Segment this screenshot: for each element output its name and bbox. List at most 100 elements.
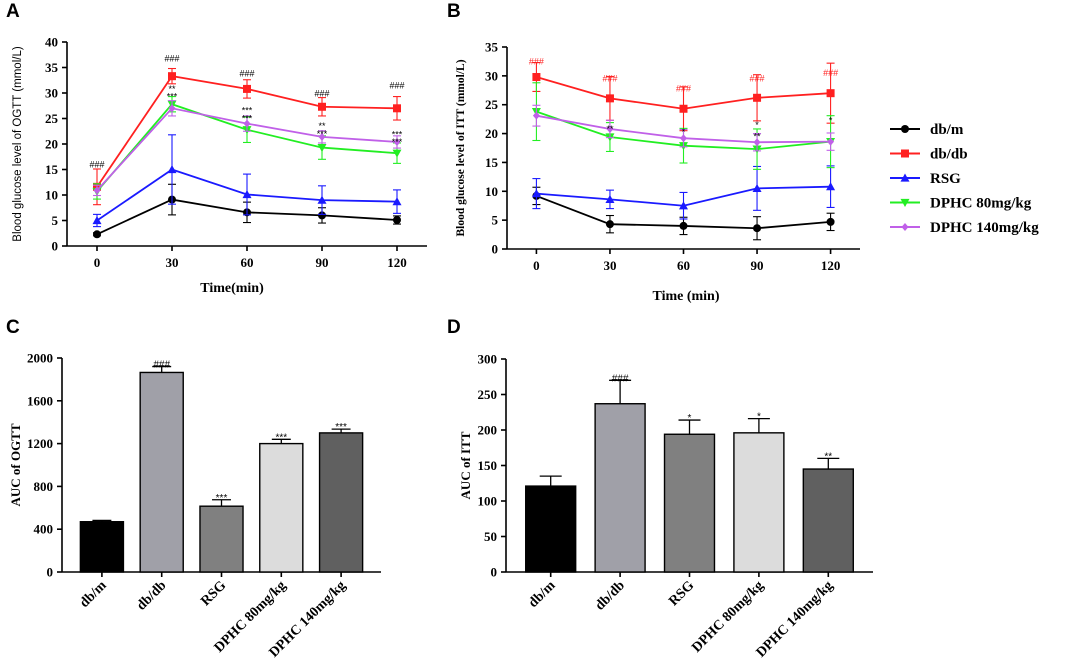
- x-axis-title: Time (min): [652, 289, 719, 304]
- bar: [594, 403, 646, 573]
- y-tick-label: 35: [485, 40, 499, 55]
- x-tick-label: DPHC 140mg/kg: [754, 578, 836, 660]
- y-tick-label: 10: [485, 184, 498, 199]
- data-point: [605, 94, 614, 103]
- data-point: [392, 197, 402, 206]
- legend-marker: [900, 173, 910, 182]
- data-point: [242, 189, 252, 199]
- bar-group-rsg: *: [663, 413, 716, 573]
- significance-mark: **: [754, 131, 762, 141]
- x-tick-label: 60: [241, 255, 254, 270]
- panel-a-ogtt-line-chart: A 0 5 10 15 20 25 30 35 40 0 30 60 90 120 Time(min) Bloo…: [6, 1, 427, 296]
- y-tick-label: 30: [45, 86, 58, 101]
- y-tick-label: 50: [484, 529, 497, 544]
- data-point: [827, 137, 835, 146]
- y-tick-label: 0: [491, 565, 498, 580]
- significance-mark: ***: [392, 137, 403, 147]
- significance-mark: ###: [164, 53, 179, 63]
- y-tick-label: 15: [45, 162, 59, 177]
- data-point: [92, 216, 102, 225]
- x-tick-label: 90: [316, 255, 329, 270]
- significance-mark: **: [606, 124, 614, 134]
- data-point: [605, 194, 615, 203]
- data-point: [826, 182, 836, 191]
- x-tick-label: RSG: [198, 578, 229, 609]
- legend-marker: [901, 223, 909, 231]
- y-tick-label: 100: [478, 494, 498, 509]
- y-tick-label: 25: [45, 111, 59, 126]
- significance-mark: *: [829, 115, 833, 125]
- x-tick-label: 90: [751, 258, 764, 273]
- data-point: [679, 104, 688, 113]
- legend-item-dphc-140mg-kg: DPHC 140mg/kg: [890, 220, 1039, 236]
- x-tick-label: DPHC 80mg/kg: [689, 578, 766, 655]
- significance-mark: ***: [242, 105, 253, 115]
- significance-mark: *: [682, 127, 686, 137]
- data-point: [753, 93, 762, 102]
- significance-mark: ***: [275, 432, 287, 443]
- x-tick-label: db/db: [134, 578, 170, 614]
- x-tick-label: db/db: [593, 578, 629, 614]
- y-axis-title: AUC of ITT: [458, 431, 473, 499]
- panel-letter: A: [6, 1, 20, 22]
- x-tick-label: 60: [677, 258, 690, 273]
- data-point: [318, 211, 326, 220]
- significance-mark: *: [688, 413, 692, 424]
- legend-marker: [900, 198, 910, 207]
- panel-letter: B: [447, 1, 461, 22]
- significance-mark: **: [318, 121, 326, 131]
- data-point: [752, 183, 762, 192]
- y-tick-label: 800: [34, 479, 54, 494]
- data-point: [243, 84, 251, 93]
- data-point: [93, 186, 101, 195]
- significance-mark: ***: [216, 493, 228, 504]
- x-axis-title: Time(min): [200, 281, 264, 296]
- significance-mark: ***: [242, 114, 253, 124]
- data-point: [93, 230, 101, 239]
- significance-mark: *: [755, 120, 759, 130]
- bar: [663, 433, 716, 573]
- bar-group-dphc-140mg-kg: **: [802, 451, 854, 573]
- significance-mark: ###: [612, 373, 629, 384]
- y-tick-label: 250: [478, 387, 498, 402]
- data-point: [318, 132, 326, 141]
- data-point: [679, 201, 688, 210]
- bar-group-dphc-80mg-kg: ***: [259, 432, 304, 573]
- significance-mark: **: [824, 451, 832, 462]
- y-tick-label: 200: [478, 423, 498, 438]
- legend-label: DPHC 80mg/kg: [930, 196, 1032, 212]
- significance-mark: ###: [750, 74, 765, 84]
- data-point: [753, 224, 762, 233]
- legend-item-rsg: RSG: [890, 171, 961, 187]
- significance-mark: ***: [317, 129, 328, 139]
- panel-letter: C: [6, 317, 20, 338]
- significance-mark: *: [757, 412, 761, 423]
- legend-marker: [901, 149, 909, 158]
- x-tick-label: 120: [387, 255, 407, 270]
- y-tick-label: 40: [45, 35, 58, 50]
- data-point: [753, 138, 761, 147]
- y-axis-title: Blood glucose level of ITT (mmol/L): [455, 59, 467, 236]
- data-point: [532, 111, 540, 120]
- bar: [318, 432, 364, 573]
- y-tick-label: 10: [45, 188, 58, 203]
- panel-b-itt-line-chart: B 0 5 10 15 20 25 30 35 0 30 60 90 120 Time (min) Blood…: [447, 1, 860, 304]
- x-tick-label: 30: [166, 255, 179, 270]
- panel-c-ogtt-auc-bar-chart: C 0 400 800 1200 1600 2000 AUC of OGTT db/m ### db…: [6, 317, 381, 661]
- significance-mark: ###: [389, 80, 404, 90]
- bar-group-db-db: ###: [139, 360, 184, 573]
- significance-mark: ###: [153, 360, 170, 371]
- data-point: [243, 119, 251, 128]
- legend-label: RSG: [930, 171, 961, 187]
- panel-letter: D: [447, 317, 461, 338]
- data-point: [532, 73, 541, 82]
- legend-item-db-m: db/m: [890, 122, 964, 138]
- x-tick-label: 120: [821, 258, 841, 273]
- y-tick-label: 30: [485, 68, 498, 83]
- legend-label: db/m: [930, 122, 964, 138]
- y-axis-title: Blood glucose level of OGTT (mmol/L): [12, 46, 24, 242]
- legend-item-dphc-80mg-kg: DPHC 80mg/kg: [890, 196, 1032, 212]
- data-point: [168, 72, 176, 81]
- data-point: [393, 215, 401, 224]
